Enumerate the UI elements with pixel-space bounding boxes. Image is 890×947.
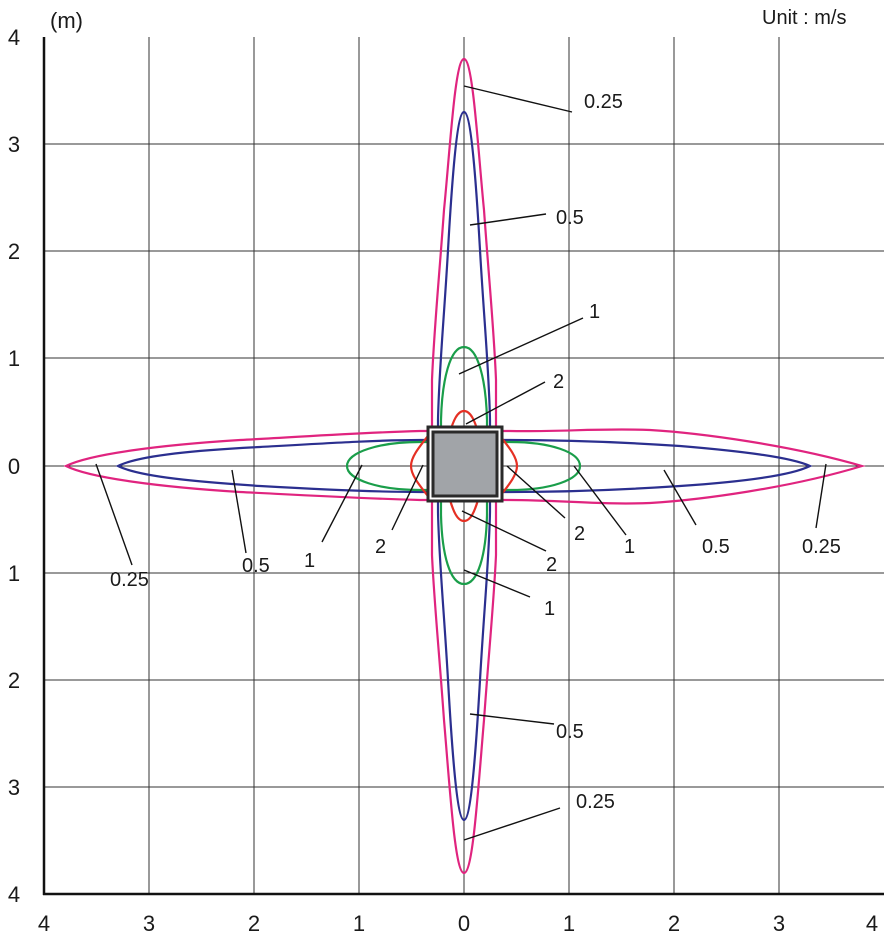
leader-line (573, 465, 627, 536)
unit-body (431, 430, 499, 498)
left-tick-label: 2 (8, 239, 20, 264)
unit-note: Unit : m/s (762, 7, 846, 29)
leader-line (231, 469, 247, 554)
bottom-tick-label: 3 (143, 911, 155, 936)
contour-025-horizontal (63, 428, 866, 505)
leader-line (463, 569, 531, 598)
contour-label-1: 1 (544, 598, 555, 620)
contour-label-1: 1 (304, 550, 315, 572)
leader-line (506, 465, 566, 519)
leader-line (95, 463, 133, 566)
contour-label-05: 0.5 (702, 536, 730, 558)
unit-axis-label: (m) (50, 8, 83, 33)
leader-line (461, 510, 547, 552)
contour-2 (409, 409, 519, 523)
contour-1-vertical (439, 345, 489, 586)
leader-line (815, 463, 827, 529)
left-tick-label: 4 (8, 25, 20, 50)
contour-1-horizontal (345, 440, 582, 492)
contour-05-horizontal (115, 438, 813, 494)
leader-lines (95, 85, 827, 841)
leader-line (458, 317, 584, 375)
bottom-tick-label: 3 (773, 911, 785, 936)
bottom-tick-label: 4 (38, 911, 50, 936)
left-tick-label: 2 (8, 668, 20, 693)
left-tick-label: 1 (8, 561, 20, 586)
contour-label-1: 1 (589, 301, 600, 323)
bottom-tick-label: 1 (353, 911, 365, 936)
contour-05-vertical (436, 110, 492, 822)
contour-curves (63, 57, 866, 875)
contour-label-05: 0.5 (556, 207, 584, 229)
leader-line (463, 85, 573, 113)
left-tick-labels: 4 3 2 1 0 1 2 3 4 (8, 25, 20, 907)
contour-label-025: 0.25 (802, 536, 841, 558)
contour-label-025: 0.25 (110, 569, 149, 591)
contour-label-05: 0.5 (242, 555, 270, 577)
bottom-tick-label: 2 (248, 911, 260, 936)
left-tick-label: 3 (8, 775, 20, 800)
leader-line (321, 464, 363, 543)
leader-line (663, 469, 697, 526)
contour-label-025: 0.25 (576, 791, 615, 813)
contour-025-vertical (430, 57, 498, 875)
contour-label-2: 2 (574, 523, 585, 545)
grid (44, 37, 884, 894)
bottom-tick-labels: 4 3 2 1 0 1 2 3 4 (38, 911, 878, 936)
bottom-tick-label: 0 (458, 911, 470, 936)
contour-label-05: 0.5 (556, 721, 584, 743)
contour-label-025: 0.25 (584, 91, 623, 113)
leader-line (391, 464, 424, 531)
contour-label-2: 2 (546, 554, 557, 576)
left-tick-label: 4 (8, 882, 20, 907)
contour-label-2: 2 (553, 371, 564, 393)
leader-line (463, 807, 561, 841)
contour-label-2: 2 (375, 536, 386, 558)
contour-labels: 0.25 0.5 1 2 2 1 0.5 0.25 2 1 0.5 0.25 2… (110, 91, 841, 813)
left-tick-label: 3 (8, 132, 20, 157)
bottom-tick-label: 1 (563, 911, 575, 936)
leader-line (469, 713, 555, 725)
left-tick-label: 1 (8, 346, 20, 371)
bottom-tick-label: 4 (866, 911, 878, 936)
left-tick-label: 0 (8, 454, 20, 479)
contour-label-1: 1 (624, 536, 635, 558)
leader-line (469, 213, 547, 226)
leader-line (465, 381, 546, 425)
bottom-tick-label: 2 (668, 911, 680, 936)
